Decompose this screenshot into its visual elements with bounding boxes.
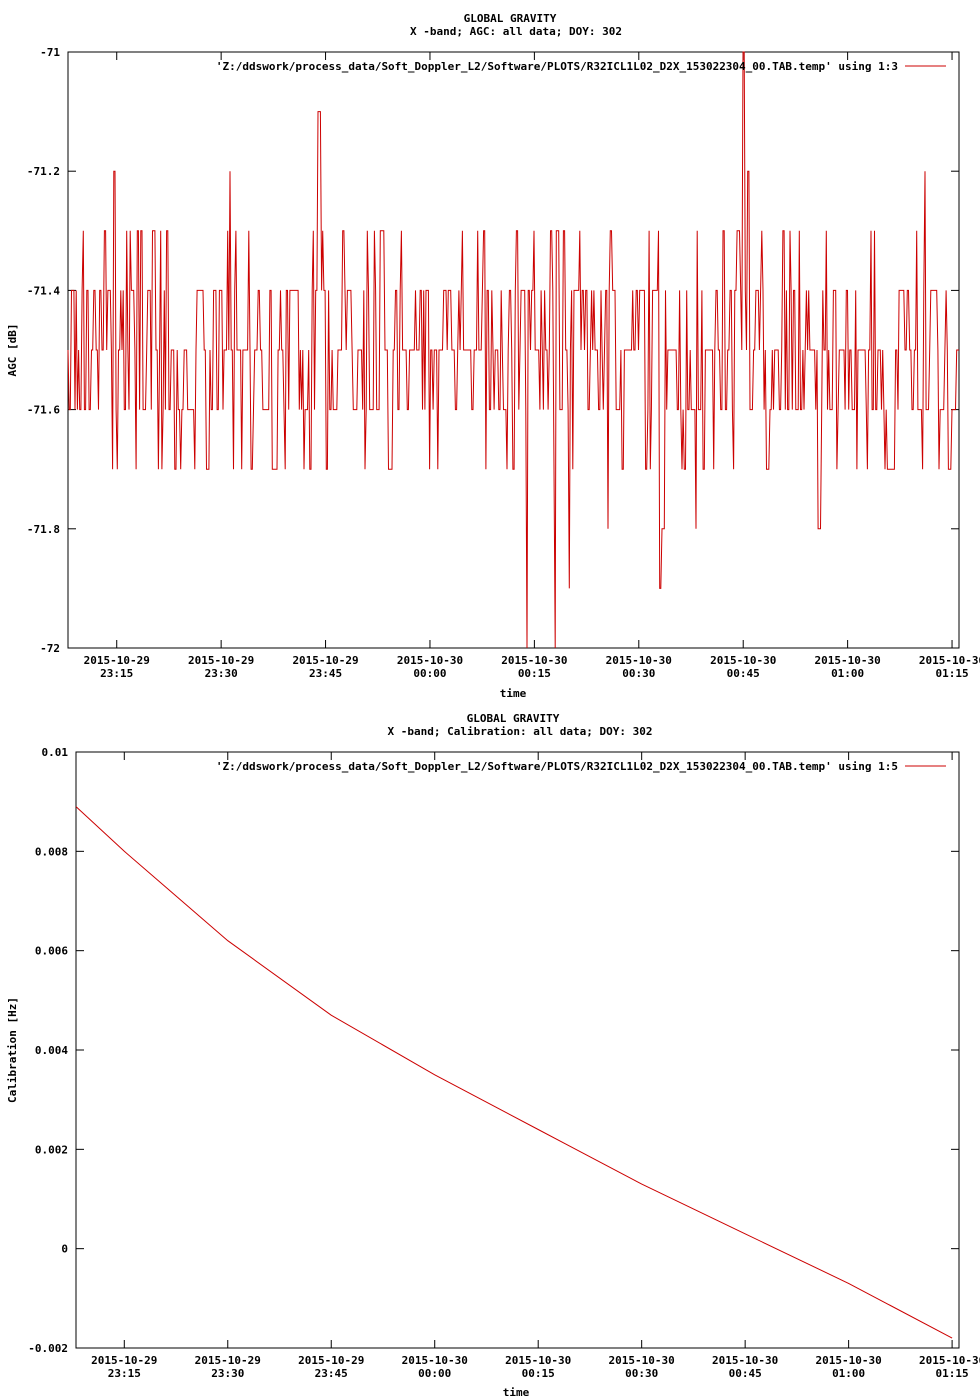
agc-x-tick-date: 2015-10-29: [188, 654, 254, 667]
calibration-x-tick-date: 2015-10-30: [609, 1354, 675, 1367]
calibration-chart-subtitle: X -band; Calibration: all data; DOY: 302: [388, 725, 653, 738]
calibration-y-tick-label: -0.002: [28, 1342, 68, 1355]
calibration-x-tick-date: 2015-10-30: [919, 1354, 980, 1367]
agc-y-tick-label: -71.2: [27, 165, 60, 178]
calibration-plot-frame: [75, 751, 960, 1349]
agc-x-tick-time: 00:00: [413, 667, 446, 680]
calibration-y-tick-label: 0: [61, 1243, 68, 1256]
calibration-x-tick-time: 23:30: [211, 1367, 244, 1380]
agc-x-tick-date: 2015-10-29: [292, 654, 358, 667]
calibration-y-tick-label: 0.008: [35, 845, 68, 858]
agc-x-tick-time: 00:15: [518, 667, 551, 680]
calibration-x-tick-time: 00:15: [522, 1367, 555, 1380]
agc-x-tick-time: 23:15: [100, 667, 133, 680]
agc-x-tick-time: 01:00: [831, 667, 864, 680]
calibration-x-tick-time: 23:15: [108, 1367, 141, 1380]
agc-y-tick-label: -71.8: [27, 523, 60, 536]
agc-chart-title: GLOBAL GRAVITY: [464, 12, 557, 25]
agc-x-axis-label: time: [500, 687, 527, 700]
calibration-y-tick-label: 0.004: [35, 1044, 68, 1057]
agc-x-tick-time: 00:30: [622, 667, 655, 680]
calibration-x-axis: 2015-10-2923:152015-10-2923:302015-10-29…: [91, 752, 980, 1380]
agc-chart-subtitle: X -band; AGC: all data; DOY: 302: [410, 25, 622, 38]
calibration-chart-title: GLOBAL GRAVITY: [467, 712, 560, 725]
agc-x-tick-time: 23:45: [309, 667, 342, 680]
calibration-x-tick-time: 23:45: [315, 1367, 348, 1380]
calibration-y-tick-label: 0.006: [35, 945, 68, 958]
calibration-x-tick-time: 01:15: [936, 1367, 969, 1380]
agc-x-tick-date: 2015-10-30: [397, 654, 463, 667]
calibration-legend: 'Z:/ddswork/process_data/Soft_Doppler_L2…: [216, 760, 946, 773]
agc-x-tick-date: 2015-10-30: [815, 654, 881, 667]
agc-x-tick-date: 2015-10-30: [501, 654, 567, 667]
calibration-x-axis-label: time: [503, 1386, 530, 1399]
agc-series-line: [67, 51, 959, 649]
agc-chart-panel: GLOBAL GRAVITY X -band; AGC: all data; D…: [6, 12, 980, 700]
agc-x-tick-date: 2015-10-30: [710, 654, 776, 667]
agc-y-tick-label: -71.6: [27, 404, 60, 417]
calibration-x-tick-date: 2015-10-29: [91, 1354, 157, 1367]
calibration-chart-panel: GLOBAL GRAVITY X -band; Calibration: all…: [6, 712, 980, 1399]
calibration-x-tick-date: 2015-10-30: [402, 1354, 468, 1367]
agc-y-tick-label: -71.4: [27, 284, 60, 297]
agc-legend: 'Z:/ddswork/process_data/Soft_Doppler_L2…: [216, 60, 946, 73]
calibration-y-axis: 0.01 0.008 0.006 0.004 0.002 0 -0.002: [28, 746, 959, 1355]
agc-x-tick-time: 01:15: [935, 667, 968, 680]
calibration-y-tick-label: 0.01: [42, 746, 69, 759]
calibration-x-tick-time: 01:00: [832, 1367, 865, 1380]
agc-x-tick-date: 2015-10-30: [606, 654, 672, 667]
calibration-series-line: [75, 806, 953, 1339]
calibration-x-tick-time: 00:00: [418, 1367, 451, 1380]
agc-y-axis-label: AGC [dB]: [6, 324, 19, 377]
calibration-y-tick-label: 0.002: [35, 1143, 68, 1156]
calibration-x-tick-date: 2015-10-30: [505, 1354, 571, 1367]
calibration-legend-label: 'Z:/ddswork/process_data/Soft_Doppler_L2…: [216, 760, 898, 773]
agc-y-tick-label: -72: [40, 642, 60, 655]
agc-x-tick-time: 00:45: [727, 667, 760, 680]
agc-x-tick-date: 2015-10-29: [84, 654, 150, 667]
agc-y-tick-label: -71: [40, 46, 60, 59]
calibration-x-tick-date: 2015-10-29: [298, 1354, 364, 1367]
calibration-plot-area: [75, 806, 953, 1339]
agc-x-tick-time: 23:30: [205, 667, 238, 680]
agc-x-tick-date: 2015-10-30: [919, 654, 980, 667]
calibration-x-tick-date: 2015-10-30: [816, 1354, 882, 1367]
calibration-x-tick-date: 2015-10-29: [195, 1354, 261, 1367]
calibration-y-axis-label: Calibration [Hz]: [6, 997, 19, 1103]
agc-plot-area: [67, 51, 959, 649]
calibration-x-tick-time: 00:30: [625, 1367, 658, 1380]
agc-legend-label: 'Z:/ddswork/process_data/Soft_Doppler_L2…: [216, 60, 898, 73]
agc-x-axis: 2015-10-2923:152015-10-2923:302015-10-29…: [84, 52, 980, 680]
calibration-x-tick-date: 2015-10-30: [712, 1354, 778, 1367]
calibration-x-tick-time: 00:45: [729, 1367, 762, 1380]
